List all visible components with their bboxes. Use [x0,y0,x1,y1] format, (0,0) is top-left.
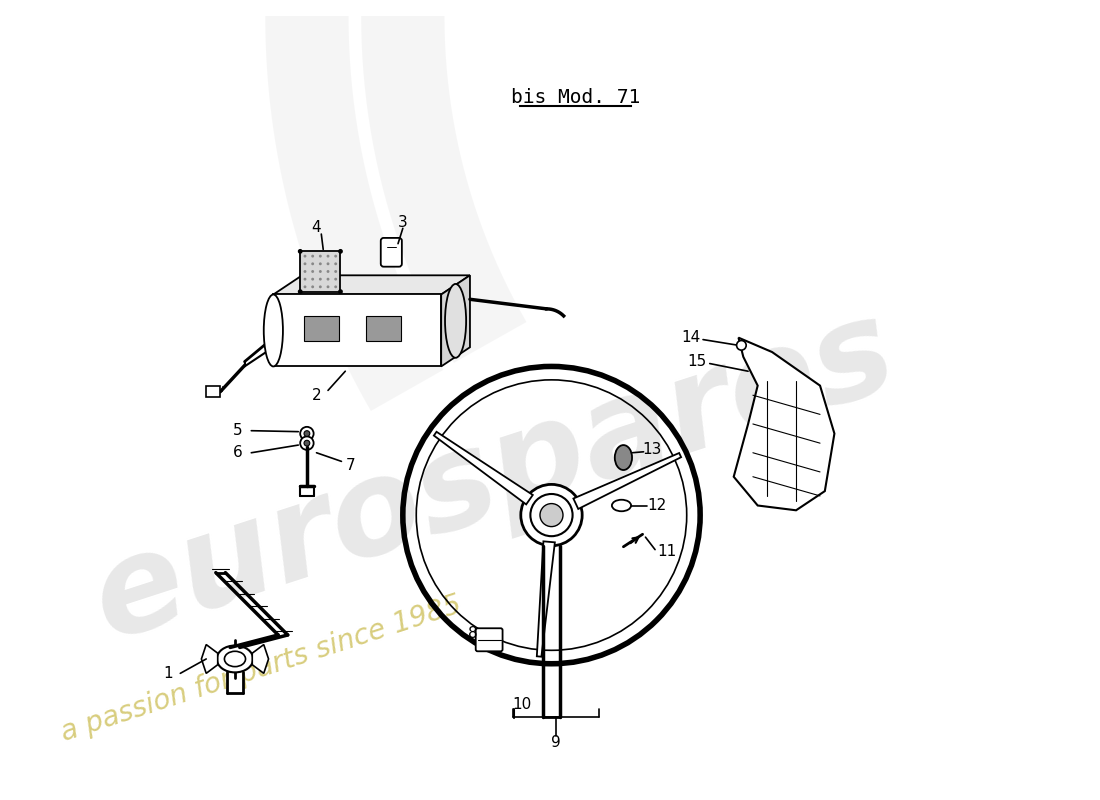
Circle shape [304,254,307,258]
Text: 6: 6 [233,446,243,460]
Circle shape [319,262,322,266]
Circle shape [311,278,315,281]
Circle shape [334,286,337,288]
Circle shape [311,262,315,266]
Circle shape [334,254,337,258]
Text: bis Mod. 71: bis Mod. 71 [510,88,640,107]
Circle shape [311,254,315,258]
Circle shape [530,494,573,536]
Text: 12: 12 [648,498,667,513]
Circle shape [298,249,302,254]
Polygon shape [433,432,532,505]
Text: 7: 7 [345,458,355,473]
Circle shape [737,341,746,350]
Circle shape [327,286,330,288]
Text: 9: 9 [551,735,561,750]
Circle shape [304,270,307,273]
Ellipse shape [446,284,466,358]
Polygon shape [273,294,441,366]
Circle shape [304,286,307,288]
Ellipse shape [612,500,631,511]
Circle shape [327,270,330,273]
Text: 5: 5 [233,423,243,438]
Text: 10: 10 [513,698,531,713]
Polygon shape [273,275,470,294]
Text: 2: 2 [311,388,321,402]
Circle shape [304,278,307,281]
Circle shape [540,503,563,526]
Polygon shape [201,645,218,674]
FancyBboxPatch shape [381,238,402,266]
Ellipse shape [217,646,253,672]
Circle shape [300,437,313,450]
Circle shape [334,278,337,281]
Circle shape [319,270,322,273]
Polygon shape [300,251,341,292]
Polygon shape [206,386,220,397]
Text: a passion for parts since 1985: a passion for parts since 1985 [57,590,465,746]
Polygon shape [366,315,400,341]
Text: 13: 13 [642,442,662,458]
Text: 1: 1 [163,666,173,681]
Polygon shape [734,338,835,510]
Text: 4: 4 [311,220,321,235]
Circle shape [298,290,302,294]
Circle shape [319,286,322,288]
Circle shape [338,249,343,254]
Circle shape [520,485,582,546]
FancyBboxPatch shape [475,628,503,651]
Text: 14: 14 [681,330,701,345]
Circle shape [304,262,307,266]
Text: 15: 15 [688,354,707,369]
Polygon shape [441,275,470,366]
Ellipse shape [264,294,283,366]
Circle shape [304,440,310,446]
Circle shape [311,286,315,288]
Circle shape [300,427,313,440]
Circle shape [327,254,330,258]
Ellipse shape [224,651,245,666]
Circle shape [334,270,337,273]
Circle shape [319,254,322,258]
Ellipse shape [615,445,632,470]
Text: eurospares: eurospares [77,287,910,666]
Circle shape [334,262,337,266]
Text: 8: 8 [468,626,477,641]
Circle shape [327,262,330,266]
Polygon shape [304,315,339,341]
Circle shape [319,278,322,281]
Text: 3: 3 [398,215,408,230]
Circle shape [338,290,343,294]
Circle shape [327,278,330,281]
Text: 11: 11 [657,544,676,559]
Circle shape [311,270,315,273]
Polygon shape [537,542,554,657]
Polygon shape [252,645,268,674]
Circle shape [304,430,310,437]
Polygon shape [573,453,681,509]
